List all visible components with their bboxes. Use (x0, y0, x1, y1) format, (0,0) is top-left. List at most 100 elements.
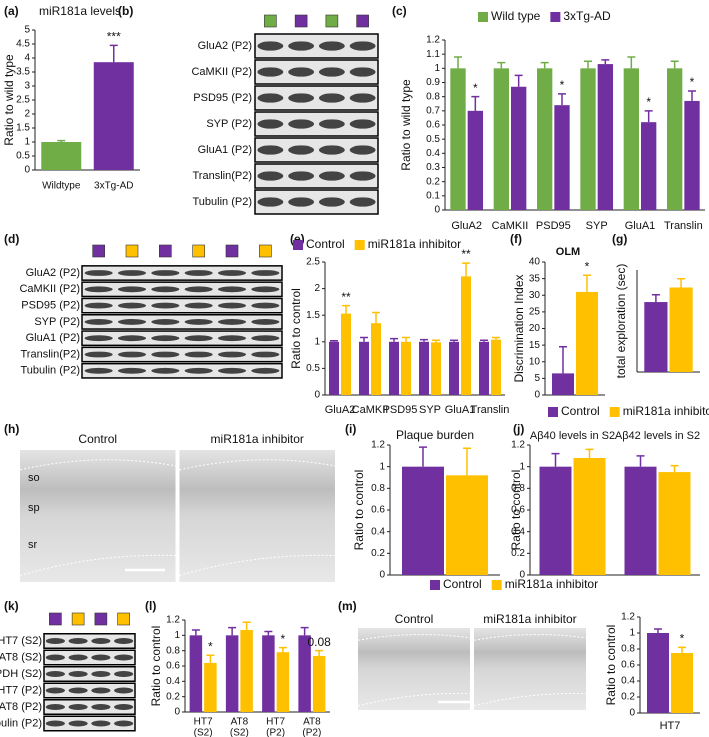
legend-swatch (550, 12, 561, 22)
y-tick-label: 0.8 (166, 645, 180, 656)
blot-band (318, 145, 345, 155)
y-axis-label: Ratio to wild type (2, 54, 16, 146)
blot-band (288, 119, 315, 129)
blot-band (251, 286, 280, 293)
blot-label: SYP (P2) (34, 316, 80, 328)
legend-label: miR181a inhibitor (505, 577, 598, 591)
blot-band (318, 41, 345, 51)
y-tick-label: 0.8 (371, 483, 385, 494)
legend-label: 3xTg-AD (563, 9, 611, 23)
y-tick-label: 1 (434, 63, 440, 74)
annotation: 0.08 (307, 635, 331, 649)
bar (647, 633, 669, 713)
blot-strip (81, 362, 283, 379)
bar (276, 652, 290, 712)
y-tick-label: 0.5 (306, 363, 320, 374)
blot-band (45, 687, 65, 694)
bar (461, 276, 471, 395)
category-sublabel: (S2) (194, 728, 213, 737)
bar (359, 341, 369, 395)
bar (204, 662, 217, 712)
blot-strip (43, 666, 136, 682)
y-tick-label: 0.6 (166, 661, 180, 672)
bar (41, 142, 82, 170)
error-bar (372, 311, 380, 324)
lane-marker (325, 14, 339, 28)
blot-band (257, 197, 284, 207)
bar (684, 100, 700, 210)
blot-band (349, 171, 376, 181)
panel-label: (j) (513, 422, 524, 436)
bar (479, 341, 489, 395)
blot-band (257, 171, 284, 181)
error-bar (109, 44, 118, 63)
blot-band (68, 720, 88, 727)
bar (576, 291, 598, 395)
error-bar (360, 336, 368, 342)
y-axis-label: Discrimination Index (512, 274, 526, 382)
y-tick-label: 1.5 (16, 123, 30, 134)
y-axis-label: Ratio to control (149, 626, 163, 707)
blot-strip (81, 314, 283, 330)
error-bar (300, 626, 309, 636)
y-tick-label: 4 (24, 53, 30, 64)
chart-title: OLM (556, 246, 580, 258)
y-tick-label: 0.6 (621, 660, 635, 671)
bar (671, 653, 693, 713)
legend-swatch (478, 12, 488, 22)
y-tick-label: 0.4 (166, 676, 180, 687)
category-label: GluA1 (625, 220, 656, 232)
error-bar (463, 447, 471, 476)
blot-band (218, 318, 246, 325)
y-tick-label: 0.5 (426, 134, 440, 145)
y-tick-label: 0.2 (371, 548, 385, 559)
category-label: Translin (664, 220, 703, 232)
error-bar (497, 61, 506, 69)
error-bar (559, 346, 567, 374)
y-tick-label: 1.2 (426, 35, 440, 46)
legend-swatch (609, 407, 620, 417)
blot-band (151, 318, 180, 325)
bar (93, 62, 134, 171)
blot-band (91, 638, 111, 644)
blot-band (318, 171, 345, 181)
lane-marker (117, 612, 130, 626)
blot-band (114, 720, 134, 727)
lane-marker (294, 14, 308, 28)
error-bar (514, 74, 523, 87)
y-tick-label: 0.2 (621, 692, 635, 703)
bar (493, 68, 509, 210)
bar (419, 341, 429, 395)
category-label: AT8 (303, 717, 321, 728)
error-bar (583, 274, 591, 292)
category-label: HT7 (266, 717, 285, 728)
layer-boundary (357, 633, 471, 707)
error-bar (601, 59, 610, 65)
blot-band (218, 367, 246, 374)
y-tick-label: 1 (24, 137, 30, 148)
bar (573, 458, 606, 575)
panel-label: (i) (345, 422, 356, 436)
blot-band (349, 93, 376, 103)
error-bar (454, 56, 462, 69)
bar (467, 110, 483, 210)
y-axis-label: Ratio to control (509, 470, 523, 551)
blot-band (288, 41, 315, 51)
blot-label: CaMKII (P2) (191, 66, 252, 78)
blot-band (84, 351, 113, 358)
y-tick-label: 0.6 (371, 505, 385, 516)
bar (401, 341, 411, 395)
legend-swatch (430, 580, 440, 590)
y-tick-label: 3.5 (16, 67, 30, 78)
y-tick-label: 0.4 (621, 676, 635, 687)
category-label: CaMKII (492, 220, 529, 232)
category-label: Aβ40 levels in S2 (530, 430, 615, 442)
bar (669, 287, 693, 372)
y-tick-label: 0 (174, 707, 180, 718)
y-tick-label: 0.1 (426, 190, 440, 201)
error-bar (419, 446, 427, 467)
blot-band (184, 351, 213, 358)
category-sublabel: (S2) (230, 728, 249, 737)
blot-band (184, 318, 213, 325)
blot-band (91, 687, 111, 694)
